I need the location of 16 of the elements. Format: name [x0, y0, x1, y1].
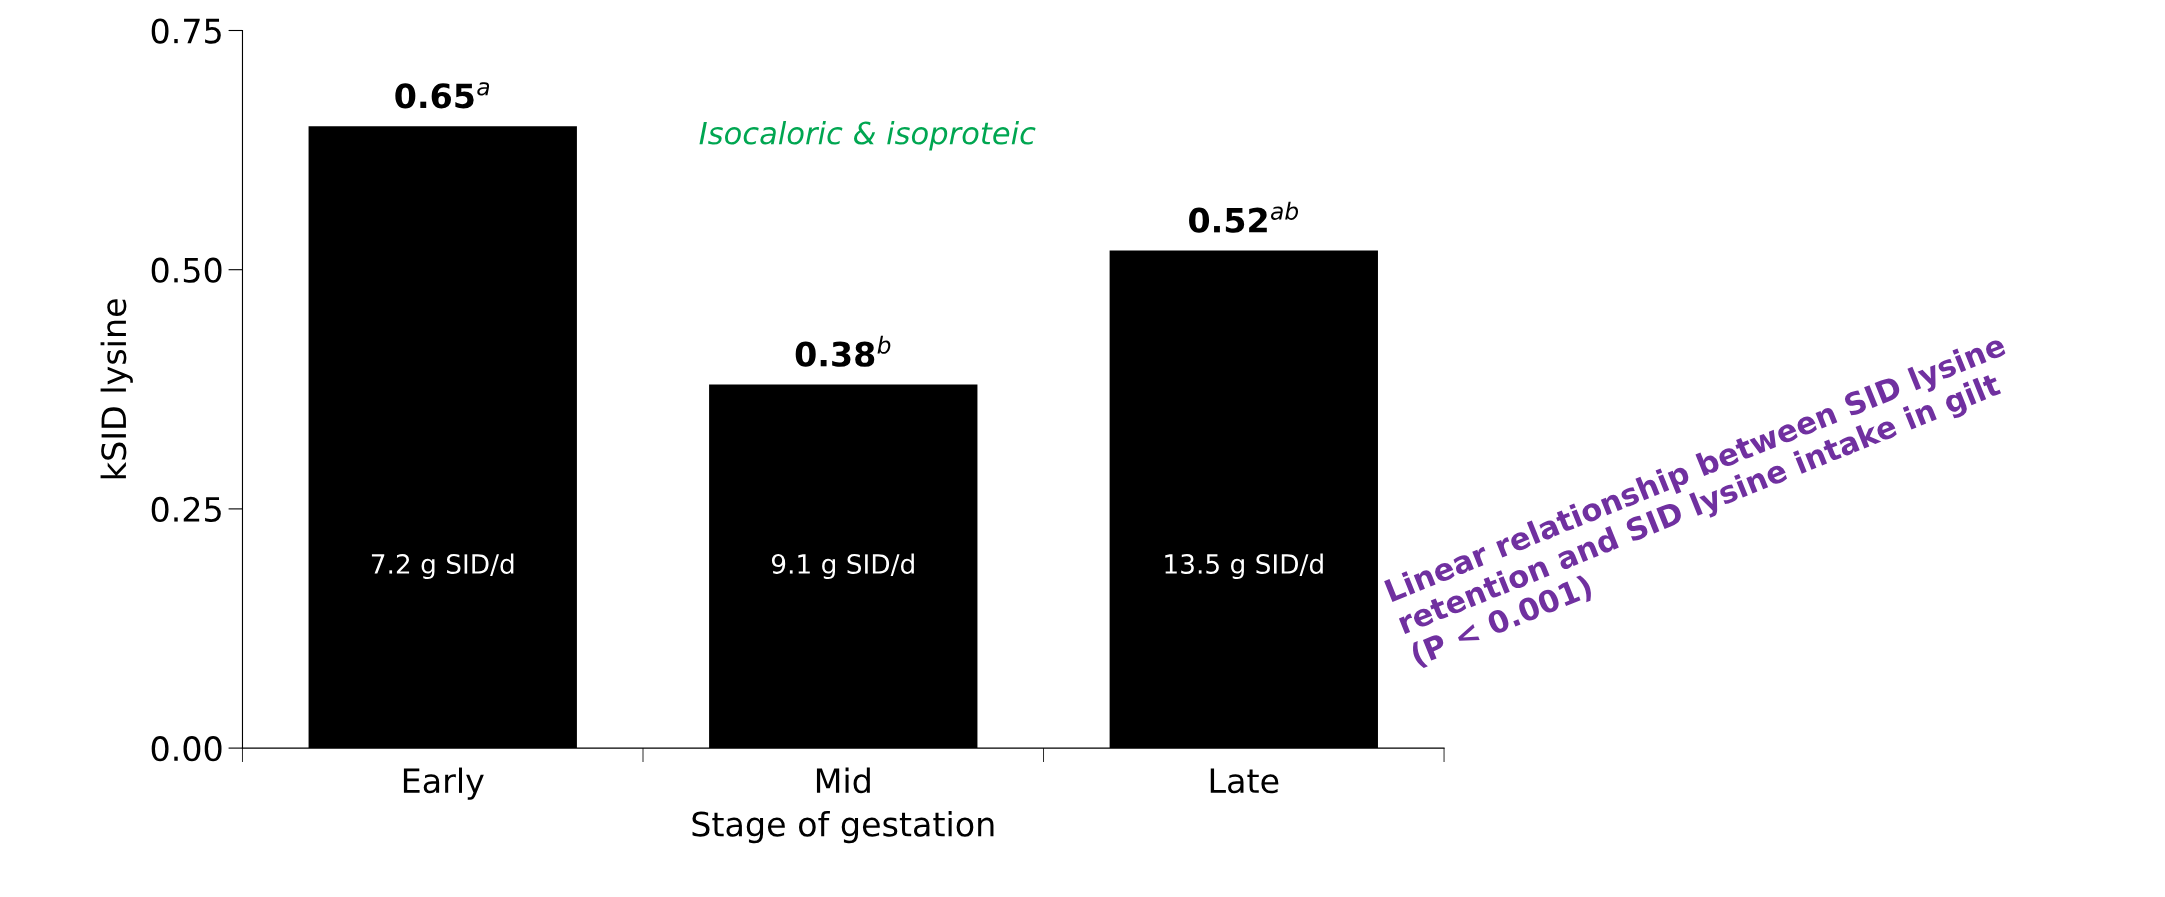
x-tick-label: Late — [1210, 768, 1279, 794]
annotation: 13.5 g SID/d — [1165, 553, 1323, 580]
y-tick-label: 0.00 — [151, 736, 222, 762]
data-label: 0.38$^{b}$ — [795, 335, 891, 367]
annotation: 7.2 g SID/d — [371, 553, 514, 580]
y-tick-label: 0.50 — [151, 257, 222, 283]
annotation: 9.1 g SID/d — [771, 553, 914, 580]
x-axis-title: Stage of gestation — [692, 810, 994, 844]
y-axis-title: kSID lysine — [100, 299, 133, 479]
x-tick-label: Early — [403, 767, 484, 800]
data-label: 0.52$^{ab}$ — [1189, 201, 1299, 233]
x-tick-label: Mid — [816, 767, 870, 794]
y-tick-label: 0.75 — [151, 18, 221, 44]
data-label: 0.65$^{a}$ — [395, 82, 490, 109]
annotation: Isocaloric & isoproteic — [699, 120, 1036, 151]
y-tick-label: 0.25 — [151, 496, 221, 523]
